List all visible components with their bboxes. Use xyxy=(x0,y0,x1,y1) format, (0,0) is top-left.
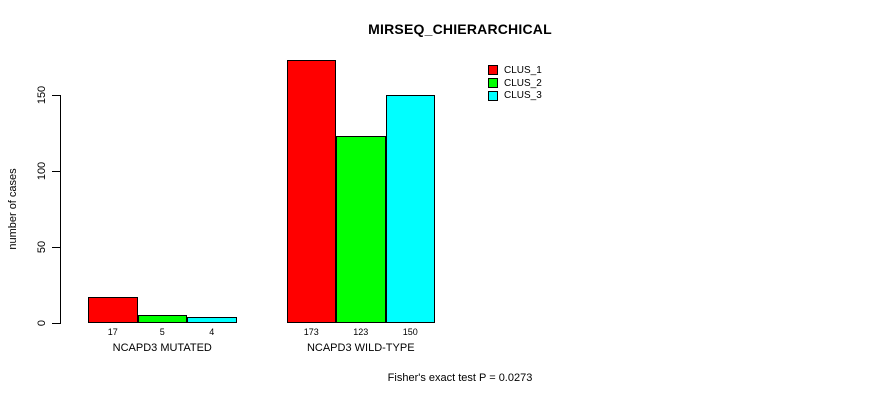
bar-value-label: 150 xyxy=(402,327,418,337)
legend-item: CLUS_1 xyxy=(488,64,542,77)
y-tick-label: 0 xyxy=(36,319,48,327)
category-label: NCAPD3 WILD-TYPE xyxy=(306,342,415,354)
legend-label: CLUS_1 xyxy=(504,64,542,76)
y-tick-label: 150 xyxy=(36,85,48,105)
footer-annotation: Fisher's exact test P = 0.0273 xyxy=(387,372,533,384)
legend-item: CLUS_2 xyxy=(488,77,542,90)
legend: CLUS_1 CLUS_2 CLUS_3 xyxy=(488,64,542,102)
y-tick xyxy=(52,95,60,96)
bar-value-label: 4 xyxy=(209,327,215,337)
bar xyxy=(88,297,138,323)
bar xyxy=(336,136,386,323)
bar-value-label: 17 xyxy=(107,327,118,337)
bar-value-label: 123 xyxy=(353,327,369,337)
category-label: NCAPD3 MUTATED xyxy=(112,342,212,354)
legend-label: CLUS_2 xyxy=(504,77,542,89)
chart-title: MIRSEQ_CHIERARCHICAL xyxy=(368,21,552,37)
bar-value-label: 173 xyxy=(303,327,319,337)
bar xyxy=(286,60,336,323)
legend-swatch xyxy=(488,90,498,101)
legend-swatch xyxy=(488,78,498,89)
y-tick xyxy=(52,171,60,172)
bar-value-label: 5 xyxy=(159,327,165,337)
y-tick xyxy=(52,323,60,324)
legend-label: CLUS_3 xyxy=(504,90,542,102)
bar xyxy=(187,316,237,323)
legend-item: CLUS_3 xyxy=(488,89,542,102)
y-axis-label: number of cases xyxy=(7,168,19,250)
bar xyxy=(385,95,435,323)
bar xyxy=(137,315,187,323)
y-axis-line xyxy=(60,95,61,324)
legend-swatch xyxy=(488,65,498,76)
y-tick-label: 50 xyxy=(36,240,48,254)
y-tick xyxy=(52,247,60,248)
y-tick-label: 100 xyxy=(36,161,48,181)
